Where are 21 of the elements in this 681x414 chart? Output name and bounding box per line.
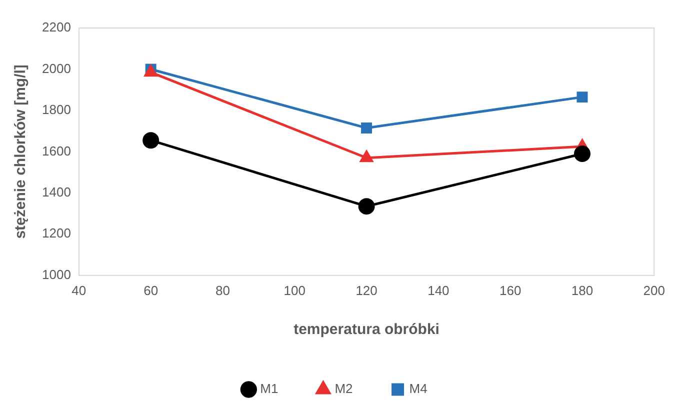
y-tick-label: 2200 [42, 20, 71, 35]
x-tick-label: 40 [72, 282, 86, 298]
x-tick-label: 80 [215, 282, 230, 298]
x-tick-label: 200 [643, 282, 666, 298]
y-tick-label: 1200 [42, 226, 71, 241]
x-tick-label: 100 [284, 282, 306, 298]
x-tick-label: 60 [144, 282, 158, 298]
y-tick-label: 1000 [42, 266, 71, 282]
y-tick-label: 2000 [42, 60, 71, 76]
legend-label: M4 [409, 381, 428, 396]
y-tick-label: 1400 [42, 184, 71, 200]
y-tick-label: 1800 [42, 102, 71, 118]
x-tick-label: 120 [356, 282, 378, 298]
x-tick-label: 160 [499, 282, 522, 298]
y-tick-label: 1600 [42, 143, 71, 158]
legend-label: M2 [334, 381, 353, 396]
x-tick-label: 140 [428, 282, 450, 298]
x-tick-label: 180 [571, 282, 594, 298]
x-axis-title: temperatura obróbki [294, 321, 440, 338]
legend-label: M1 [260, 381, 278, 396]
y-axis-title: stężenie chlorków [mg/l] [12, 64, 30, 239]
